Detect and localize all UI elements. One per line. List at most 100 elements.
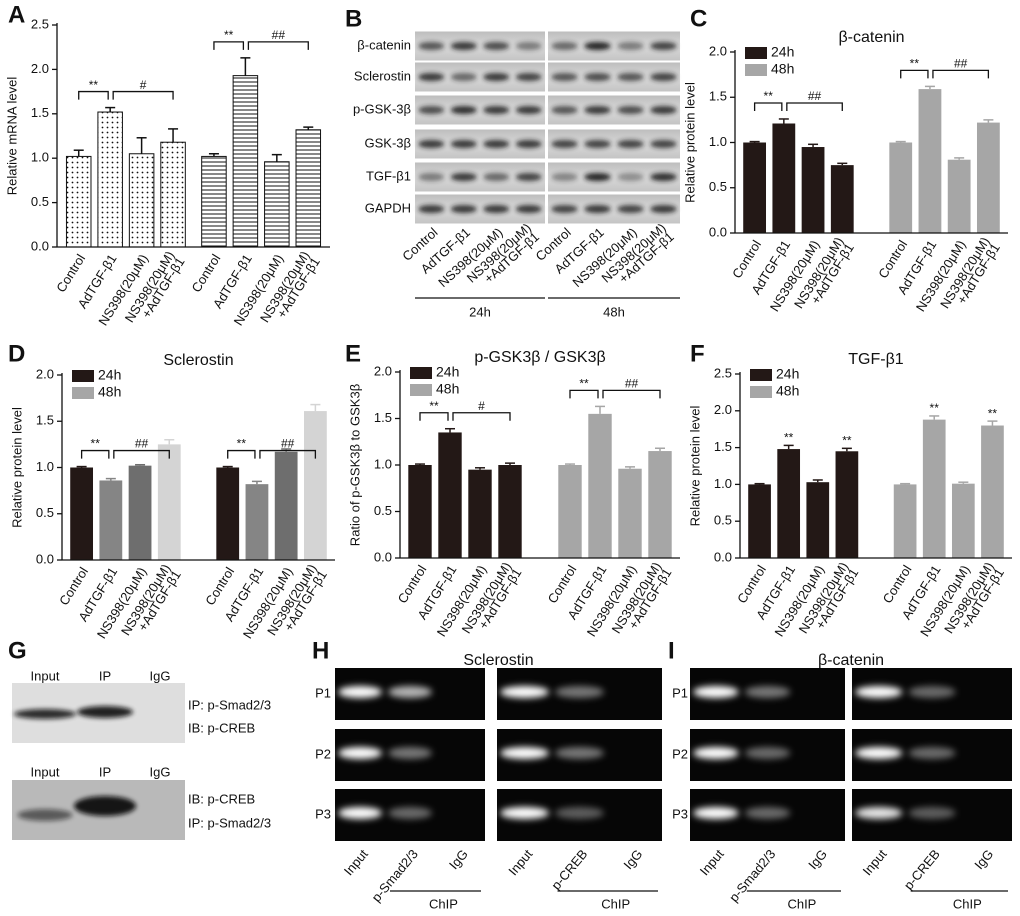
band [388, 747, 432, 759]
legend-swatch [750, 386, 772, 398]
significance-label: ** [91, 437, 101, 451]
band [551, 140, 578, 148]
legend-swatch [410, 384, 432, 396]
band [483, 42, 510, 50]
band [555, 686, 604, 698]
blot-row-label: TGF-β1 [366, 168, 411, 183]
y-axis-label: Relative mRNA level [4, 77, 19, 196]
lane-label-group: IgG [446, 846, 471, 872]
band [450, 205, 477, 213]
band [515, 73, 542, 81]
significance-bracket [452, 412, 511, 421]
y-tick-label: 1.5 [374, 410, 392, 425]
band [500, 807, 549, 819]
bar [99, 480, 123, 560]
panel-letter: G [8, 637, 27, 664]
significance-label: ** [988, 406, 998, 420]
blot-row-label: GSK-3β [365, 135, 412, 150]
significance-label: ** [910, 57, 920, 71]
significance-label: ** [930, 401, 940, 415]
significance-bracket [78, 90, 109, 100]
lane-label-group: p-Smad2/3 [369, 846, 421, 904]
row-label: P2 [315, 746, 331, 761]
significance-label: ## [808, 89, 822, 103]
y-tick-label: 2.5 [714, 365, 732, 380]
bar [468, 469, 492, 558]
legend-label: 24h [771, 44, 794, 60]
significance-label: ## [272, 28, 286, 42]
significance-label: ** [579, 377, 589, 391]
band [584, 173, 611, 181]
band [617, 42, 644, 50]
y-tick-label: 1.0 [36, 459, 54, 474]
y-axis-label: Relative protein level [682, 82, 697, 203]
y-tick-label: 2.0 [709, 43, 727, 58]
band [450, 106, 477, 114]
legend-swatch [410, 367, 432, 379]
panel-letter: A [8, 1, 25, 28]
band [450, 173, 477, 181]
bar [889, 142, 913, 233]
lane-label: p-CREB [548, 846, 590, 892]
significance-label: ** [237, 437, 247, 451]
lane-label: Input [697, 846, 727, 878]
significance-bracket [753, 102, 783, 111]
group-label: ChIP [787, 896, 816, 911]
significance-bracket [247, 41, 309, 50]
significance-bracket [900, 69, 929, 79]
band [693, 686, 739, 698]
band [515, 205, 542, 213]
y-axis-label: Relative protein level [9, 407, 24, 528]
blot-label: IP: p-Smad2/3 [188, 697, 271, 712]
bar [216, 467, 240, 560]
significance-label: ** [429, 399, 439, 413]
bar [245, 484, 269, 560]
band [908, 807, 956, 819]
y-tick-label: 0.0 [31, 238, 49, 253]
bar [274, 451, 298, 560]
panel-title: β-catenin [818, 652, 884, 669]
band [450, 73, 477, 81]
lane-label: p-CREB [901, 846, 943, 892]
significance-label: ## [625, 377, 639, 391]
y-tick-label: 2.0 [714, 402, 732, 417]
y-tick-label: 0.0 [709, 224, 727, 239]
band [584, 73, 611, 81]
bar [558, 465, 582, 558]
band [483, 173, 510, 181]
y-tick-label: 1.5 [709, 89, 727, 104]
band [617, 205, 644, 213]
lane-label: IgG [150, 668, 171, 683]
bar [97, 111, 123, 248]
band [855, 747, 903, 759]
lane-label: Input [31, 668, 60, 683]
blot-row-label: Sclerostin [354, 68, 411, 83]
blot-label: IB: p-CREB [188, 720, 255, 735]
y-tick-label: 1.5 [36, 413, 54, 428]
bar [588, 413, 612, 558]
band [584, 205, 611, 213]
legend-swatch [745, 47, 767, 59]
legend-label: 24h [436, 364, 459, 380]
panel-letter: F [690, 340, 705, 367]
y-tick-label: 1.0 [714, 476, 732, 491]
significance-label: ** [842, 434, 852, 448]
y-axis-label: Relative protein level [687, 406, 702, 527]
group-label: 48h [603, 304, 625, 319]
legend-label: 48h [776, 383, 799, 399]
chart-title: TGF-β1 [848, 351, 904, 368]
band [338, 747, 382, 759]
lane-label-group: p-Smad2/3 [726, 846, 778, 904]
band [14, 709, 76, 719]
chart-title: β-catenin [838, 29, 904, 46]
band [551, 205, 578, 213]
bar [976, 122, 1000, 233]
band [515, 173, 542, 181]
y-tick-label: 0.0 [374, 549, 392, 564]
lane-label: IP [99, 668, 111, 683]
bar [157, 444, 181, 560]
bar [128, 465, 152, 560]
band [450, 42, 477, 50]
group-label: ChIP [953, 896, 982, 911]
group-label: ChIP [429, 896, 458, 911]
